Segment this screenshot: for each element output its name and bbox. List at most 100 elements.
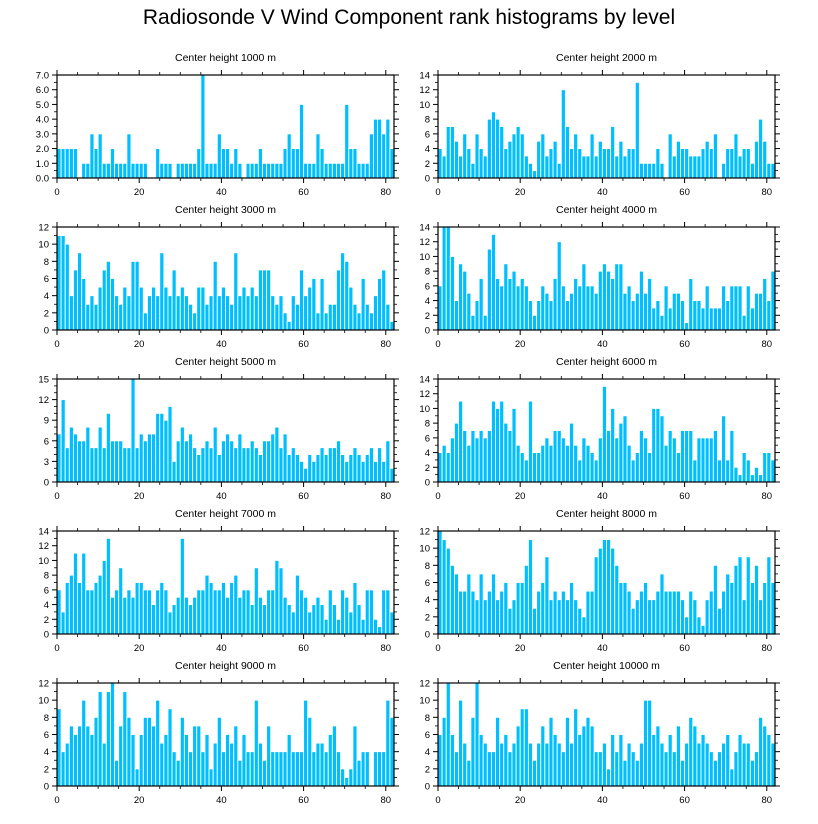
bar <box>179 286 185 331</box>
bar <box>192 162 198 179</box>
bar <box>122 162 128 179</box>
bar <box>564 599 570 635</box>
bar <box>311 278 317 331</box>
bar <box>229 303 235 331</box>
bar <box>237 759 243 787</box>
bar <box>478 430 484 483</box>
bar <box>257 596 263 635</box>
bar <box>286 320 292 331</box>
bar <box>671 590 677 635</box>
bar <box>577 734 583 787</box>
bar <box>766 452 772 483</box>
y-tick-label: 6.0 <box>36 85 49 96</box>
bar <box>356 759 362 787</box>
x-tick-label: 40 <box>597 491 608 502</box>
x-tick-label: 60 <box>679 643 690 654</box>
bar <box>643 292 649 331</box>
bar <box>495 407 501 483</box>
y-tick-label: 8 <box>425 267 430 278</box>
bar <box>585 590 591 635</box>
bar <box>758 292 764 331</box>
bar <box>122 691 128 787</box>
bar <box>368 133 374 179</box>
x-tick-label: 0 <box>435 491 440 502</box>
bar <box>552 278 558 331</box>
bar <box>704 140 710 179</box>
bar <box>675 725 681 787</box>
bar <box>89 589 95 635</box>
y-tick-label: 4 <box>425 448 430 459</box>
bar <box>253 447 259 483</box>
bar <box>93 447 99 483</box>
bar <box>453 300 460 331</box>
bar <box>749 582 755 635</box>
y-tick-label: 3.0 <box>36 129 49 140</box>
bar <box>532 170 538 179</box>
bar <box>643 699 649 787</box>
bar <box>60 148 66 179</box>
panel-title: Center height 8000 m <box>556 508 657 520</box>
bar <box>118 303 124 331</box>
bar <box>188 604 194 635</box>
y-tick-label: 4 <box>44 600 49 611</box>
bar <box>704 742 710 787</box>
bar <box>72 552 79 635</box>
bar <box>647 699 653 787</box>
bar <box>257 742 263 787</box>
bar <box>564 444 570 483</box>
bar <box>708 307 714 331</box>
bar <box>647 278 653 331</box>
bar <box>368 312 374 331</box>
bar <box>344 460 350 483</box>
bar <box>458 590 464 635</box>
bar <box>381 133 387 179</box>
x-tick-label: 40 <box>216 643 227 654</box>
bar <box>109 440 115 483</box>
x-tick-label: 60 <box>298 491 309 502</box>
bar <box>377 626 383 635</box>
bar <box>138 286 144 331</box>
bar <box>458 263 464 331</box>
bar <box>208 295 214 331</box>
bar <box>441 716 447 787</box>
bar <box>274 303 280 331</box>
bar <box>474 133 480 179</box>
bar <box>171 604 177 635</box>
panel-title: Center height 3000 m <box>175 204 276 216</box>
bar <box>192 725 198 787</box>
bar <box>364 751 370 787</box>
bar <box>577 285 583 331</box>
bar <box>220 582 226 635</box>
bar <box>540 285 546 331</box>
y-tick-label: 4.0 <box>36 115 49 126</box>
bar <box>68 295 74 331</box>
bar <box>68 148 74 179</box>
bar <box>770 742 776 787</box>
bar <box>151 725 157 787</box>
bar <box>307 286 313 331</box>
bar <box>688 278 694 331</box>
bar <box>196 454 202 483</box>
x-tick-label: 60 <box>298 339 309 350</box>
bar <box>241 734 247 787</box>
bar <box>675 590 681 635</box>
bar <box>490 233 496 331</box>
bar <box>655 725 661 787</box>
chart-panel-8: Center height 8000 m 0 2 4 6 8 10 12 0 20 40 60 80 <box>419 508 780 654</box>
bar <box>762 140 768 179</box>
bar <box>364 162 370 179</box>
bar <box>323 751 329 787</box>
bar <box>511 742 517 787</box>
bar <box>630 607 636 635</box>
bar <box>377 118 383 179</box>
bar <box>340 252 346 331</box>
bar <box>556 241 562 331</box>
bar <box>381 589 387 635</box>
bar <box>564 300 570 331</box>
bar <box>573 599 579 635</box>
bar <box>373 118 379 179</box>
bar <box>134 260 140 331</box>
bar <box>601 539 607 635</box>
bar <box>101 559 107 635</box>
bar <box>216 716 222 787</box>
